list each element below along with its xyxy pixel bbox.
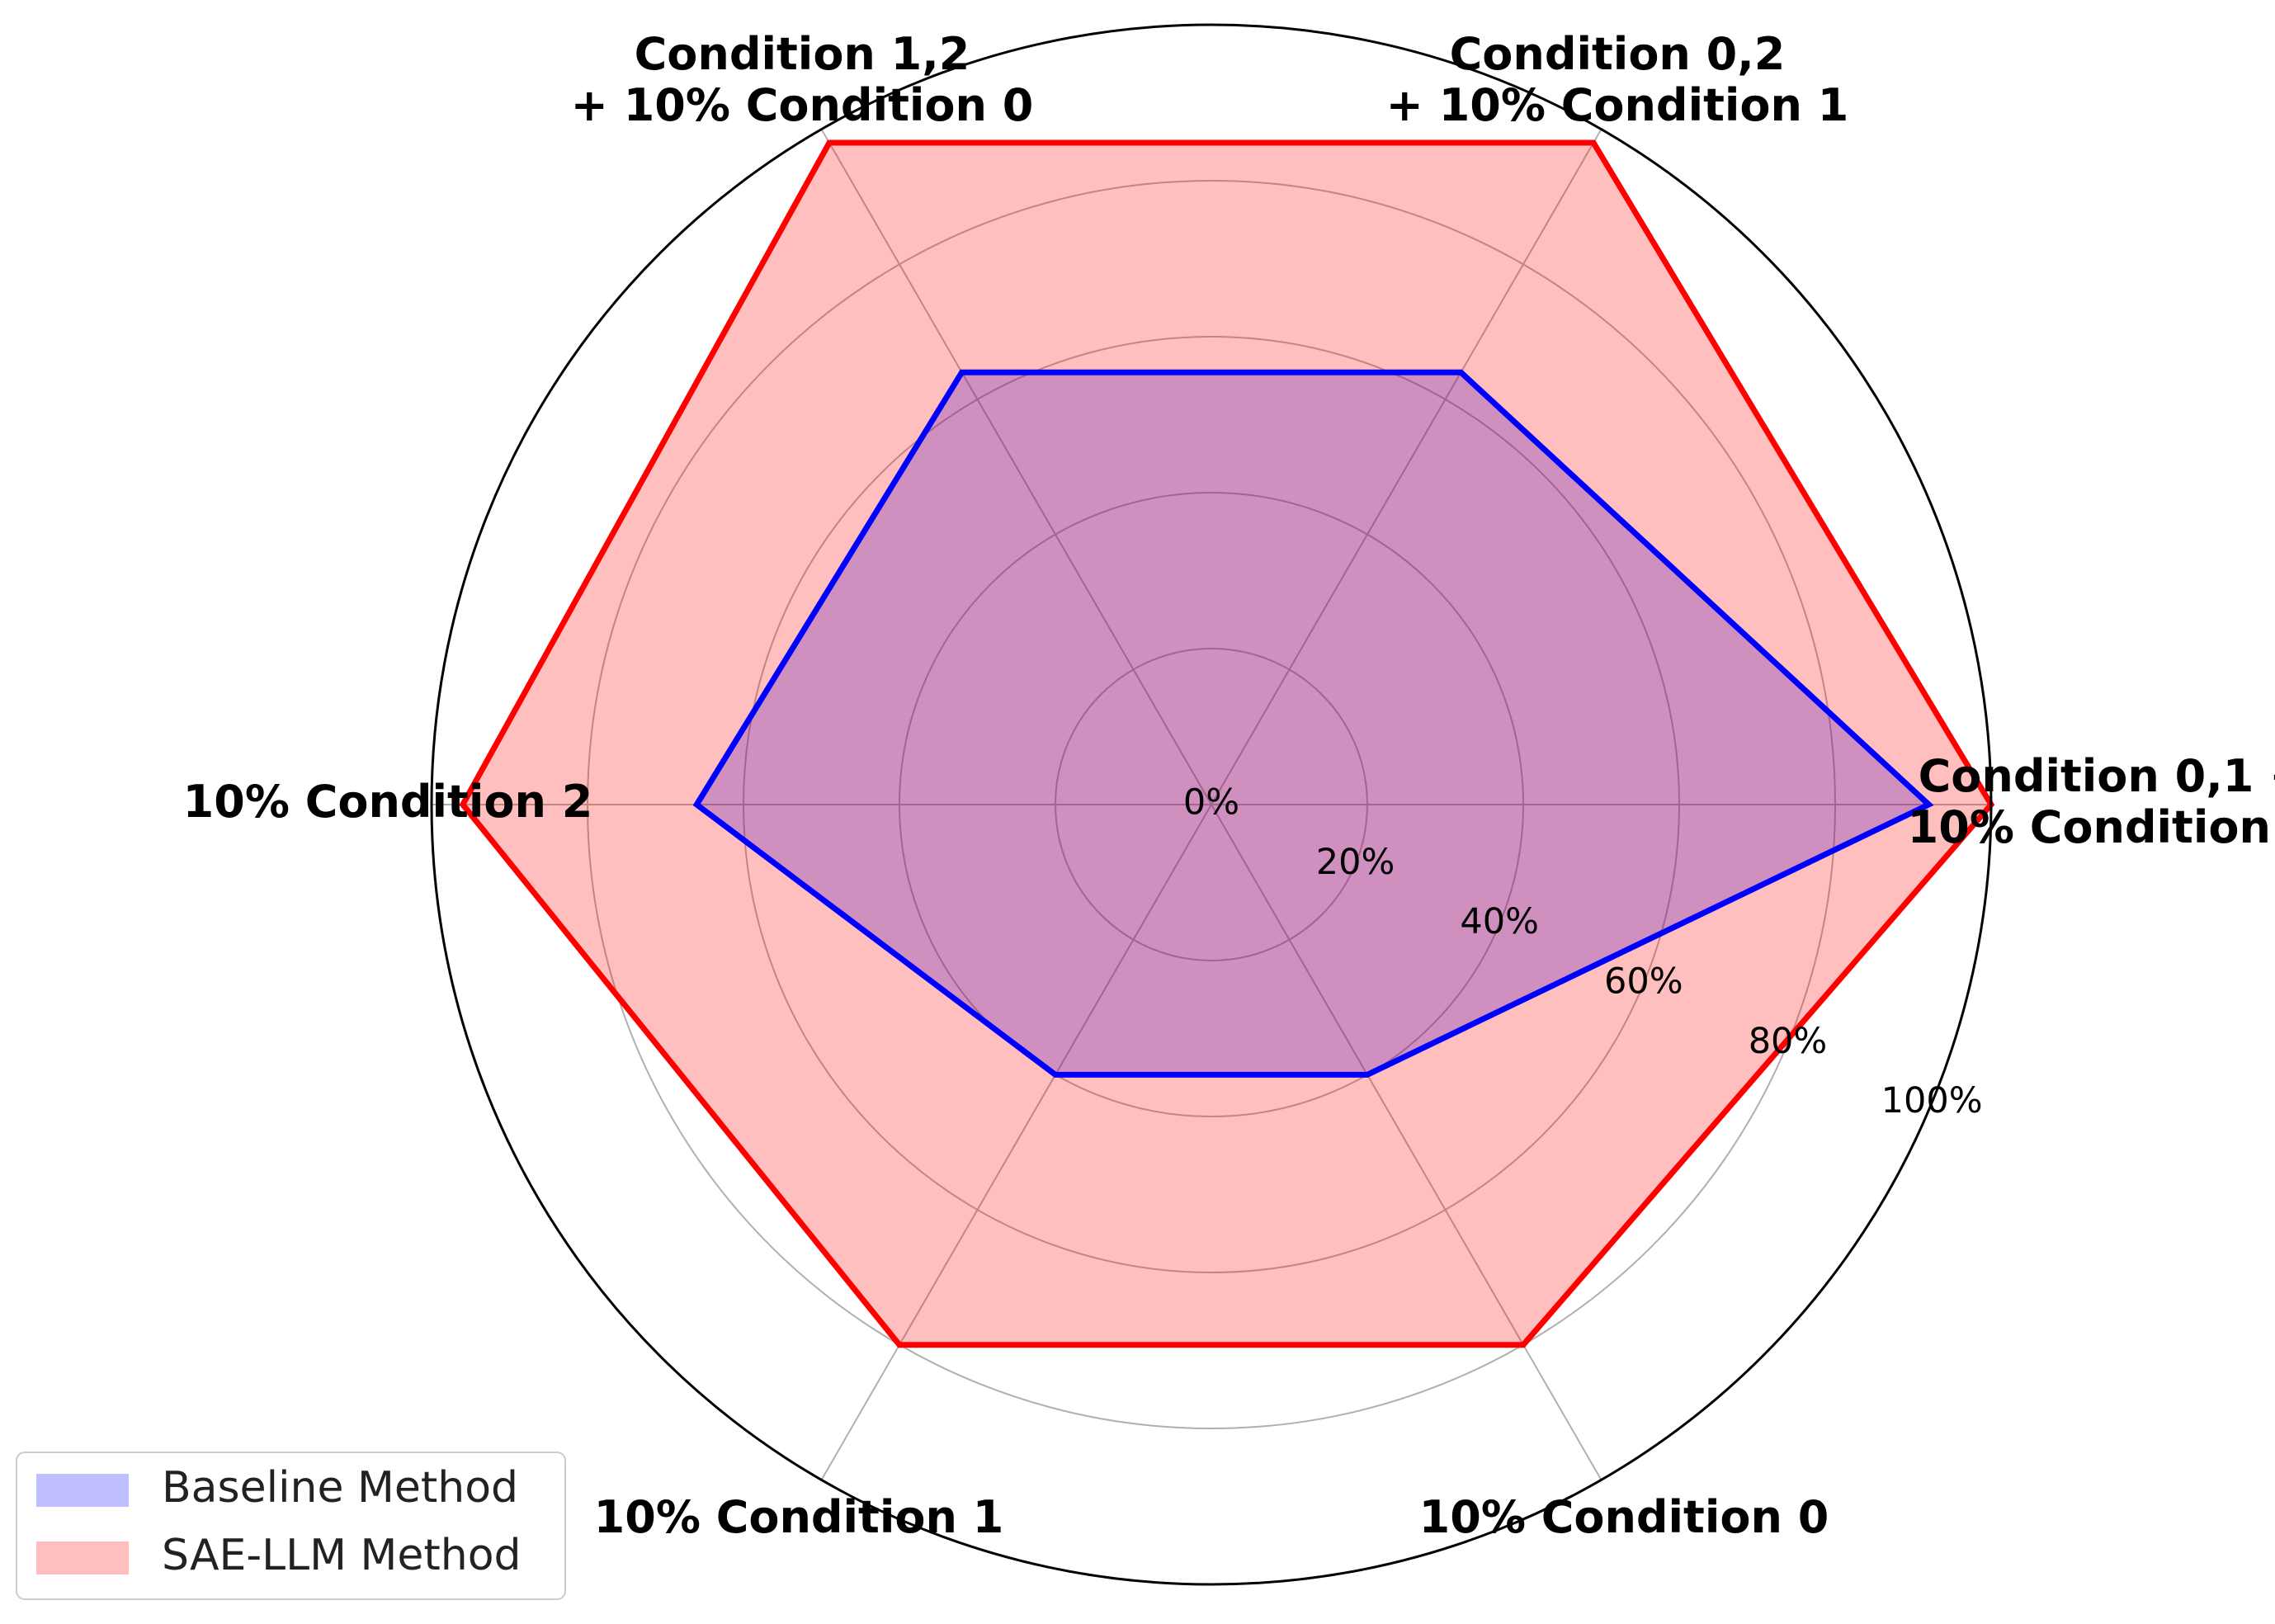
axis-label: 10% Condition 1 <box>594 1491 1004 1543</box>
series-line-baseline <box>692 369 1934 1078</box>
axis-label-line: Condition 1,2 <box>635 28 970 80</box>
axis-label: Condition 0,1 +10% Condition 2 <box>1908 750 2275 853</box>
legend-label: SAE-LLM Method <box>162 1531 522 1580</box>
legend: Baseline Method SAE-LLM Method <box>16 1452 566 1600</box>
axis-label-line: + 10% Condition 0 <box>571 79 1034 131</box>
axis-label-line: + 10% Condition 1 <box>1386 79 1849 131</box>
grid-spoke <box>1211 804 1602 1480</box>
axis-label-line: Condition 0,2 <box>1450 28 1786 80</box>
outer-frame <box>430 23 1993 1586</box>
axis-label-line: 10% Condition 1 <box>594 1491 1004 1543</box>
axis-label-line: 10% Condition 2 <box>1908 801 2275 853</box>
rtick-label: 0% <box>1183 782 1239 824</box>
grid-spoke <box>820 129 1212 805</box>
grid-spoke <box>820 804 1212 1480</box>
axis-label: 10% Condition 0 <box>1419 1491 1829 1543</box>
axis-label-line: Condition 0,1 + <box>1919 750 2275 802</box>
legend-swatch <box>36 1541 129 1574</box>
rtick-label: 80% <box>1749 1021 1828 1062</box>
legend-label: Baseline Method <box>162 1463 518 1513</box>
legend-swatch <box>36 1474 129 1507</box>
rtick-label: 60% <box>1604 961 1683 1003</box>
rtick-label: 100% <box>1881 1080 1983 1121</box>
rtick-labels: 0% 20% 40% 60% 80% 100% <box>1183 782 1983 1122</box>
series-group <box>459 139 1995 1348</box>
grid-spoke <box>1211 129 1602 805</box>
axis-label-line: 10% Condition 0 <box>1419 1491 1829 1543</box>
series-fill-baseline <box>696 372 1929 1075</box>
axis-label: Condition 1,2 + 10% Condition 0 <box>571 28 1034 131</box>
axis-label: Condition 0,2 + 10% Condition 1 <box>1386 28 1849 131</box>
series-line-sae-llm <box>459 139 1995 1348</box>
legend-box <box>16 1452 566 1600</box>
rtick-label: 40% <box>1460 901 1539 942</box>
series-fill-sae-llm <box>462 143 1991 1345</box>
axis-label: 10% Condition 2 <box>183 776 593 828</box>
grid-group <box>432 129 1991 1480</box>
axis-labels: Condition 0,1 +10% Condition 2Condition … <box>183 28 2275 1543</box>
rtick-label: 20% <box>1316 842 1395 883</box>
axis-label-line: 10% Condition 2 <box>183 776 593 828</box>
